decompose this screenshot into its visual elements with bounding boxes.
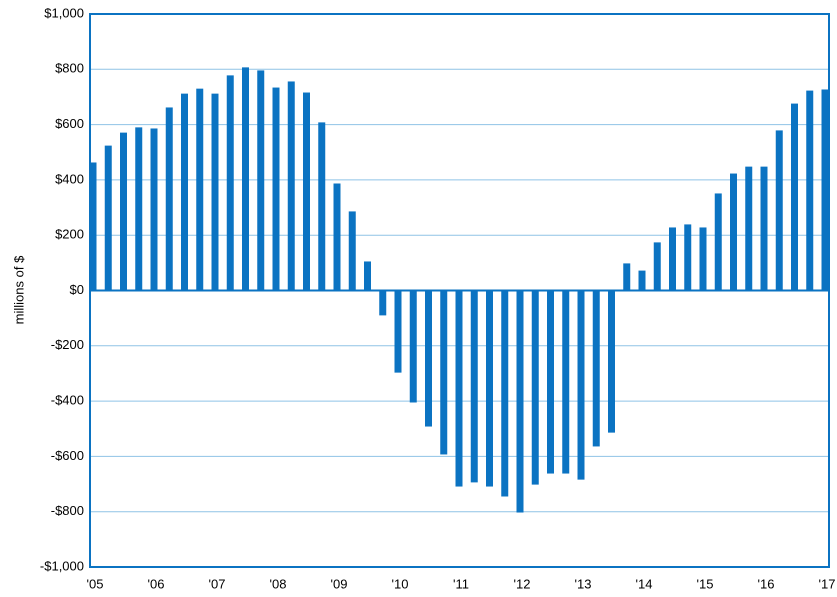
bar — [669, 227, 676, 291]
x-tick-label: '06 — [148, 576, 165, 591]
y-tick-label: $600 — [55, 116, 84, 131]
bar — [120, 132, 127, 291]
bar — [547, 290, 554, 474]
bar — [714, 193, 722, 291]
y-tick-label: -$1,000 — [40, 558, 84, 573]
x-tick-label: '16 — [758, 576, 775, 591]
bar — [760, 166, 768, 291]
y-tick-label: $800 — [55, 61, 84, 76]
bar — [165, 107, 173, 291]
bar — [104, 145, 112, 291]
bar — [318, 122, 326, 291]
bar — [730, 173, 737, 291]
bar — [653, 242, 661, 291]
bar — [501, 290, 509, 497]
bar — [623, 263, 631, 291]
bar — [592, 290, 600, 447]
bar — [425, 290, 432, 427]
y-tick-label: $400 — [55, 171, 84, 186]
bar — [196, 88, 204, 291]
bar — [379, 290, 387, 316]
y-tick-label: $200 — [55, 227, 84, 242]
bar — [364, 261, 371, 291]
bar — [470, 290, 478, 483]
bar — [135, 127, 143, 291]
bar — [531, 290, 539, 485]
bar — [226, 75, 234, 291]
bar — [409, 290, 417, 403]
x-tick-label: '13 — [575, 576, 592, 591]
x-tick-label: '14 — [636, 576, 653, 591]
bar — [821, 89, 829, 291]
bar — [791, 103, 798, 291]
bar — [699, 227, 707, 291]
bar — [562, 290, 570, 474]
bar — [348, 211, 356, 291]
bar — [303, 92, 310, 291]
x-tick-label: '05 — [87, 576, 104, 591]
bar — [257, 70, 265, 291]
bar — [440, 290, 448, 455]
x-tick-label: '09 — [331, 576, 348, 591]
bar — [684, 224, 692, 291]
x-tick-label: '08 — [270, 576, 287, 591]
bar — [638, 270, 646, 291]
bar — [775, 130, 783, 291]
bar — [333, 183, 341, 291]
x-tick-label: '15 — [697, 576, 714, 591]
bar — [455, 290, 463, 487]
bar — [516, 290, 524, 513]
bar — [211, 93, 219, 291]
bar — [577, 290, 585, 480]
y-tick-label: -$600 — [51, 448, 84, 463]
bar — [394, 290, 402, 373]
y-axis-label: millions of $ — [11, 255, 26, 324]
bar — [242, 67, 249, 291]
bar — [89, 162, 97, 291]
x-tick-label: '10 — [392, 576, 409, 591]
y-tick-label: -$800 — [51, 503, 84, 518]
bar — [745, 166, 753, 291]
plot-frame — [89, 13, 830, 568]
bar — [150, 128, 158, 291]
x-tick-label: '07 — [209, 576, 226, 591]
bar — [608, 290, 615, 433]
x-tick-label: '11 — [453, 576, 469, 591]
y-tick-label: $0 — [70, 282, 84, 297]
x-tick-label: '17 — [819, 576, 836, 591]
bar — [287, 81, 295, 291]
bar — [486, 290, 493, 487]
y-tick-label: $1,000 — [44, 5, 84, 20]
y-tick-label: -$200 — [51, 337, 84, 352]
bar — [181, 93, 188, 291]
x-tick-label: '12 — [514, 576, 531, 591]
bar — [806, 90, 814, 291]
bar — [272, 87, 280, 291]
y-tick-label: -$400 — [51, 393, 84, 408]
